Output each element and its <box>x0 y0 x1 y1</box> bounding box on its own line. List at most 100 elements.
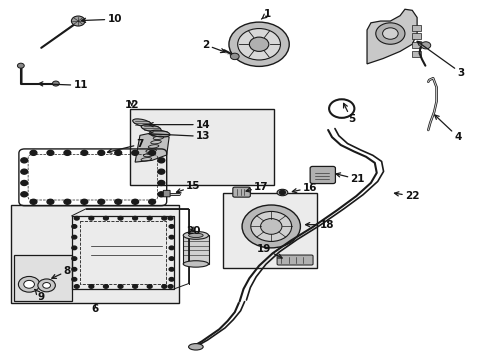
FancyBboxPatch shape <box>309 166 335 184</box>
Bar <box>222 193 317 267</box>
Bar <box>130 109 273 185</box>
Circle shape <box>19 276 40 292</box>
Circle shape <box>30 150 37 156</box>
Circle shape <box>249 37 268 51</box>
Circle shape <box>98 199 104 204</box>
Bar <box>14 255 72 301</box>
Circle shape <box>115 199 122 204</box>
Circle shape <box>64 150 71 156</box>
Circle shape <box>260 219 282 234</box>
Circle shape <box>18 63 24 68</box>
Circle shape <box>118 285 122 288</box>
Circle shape <box>420 42 430 49</box>
Ellipse shape <box>188 233 203 238</box>
Circle shape <box>162 216 166 220</box>
Circle shape <box>72 235 77 239</box>
Circle shape <box>168 216 173 220</box>
FancyBboxPatch shape <box>163 190 170 197</box>
Circle shape <box>169 257 174 260</box>
Text: 14: 14 <box>149 120 210 130</box>
Circle shape <box>24 280 34 288</box>
Bar <box>11 205 179 303</box>
Circle shape <box>74 216 79 220</box>
Ellipse shape <box>183 261 208 267</box>
Circle shape <box>131 199 138 204</box>
Text: 13: 13 <box>149 131 210 141</box>
Circle shape <box>21 169 28 174</box>
Circle shape <box>118 216 122 220</box>
Bar <box>411 25 420 31</box>
Circle shape <box>158 180 164 185</box>
Circle shape <box>72 278 77 281</box>
Circle shape <box>115 150 122 156</box>
Circle shape <box>147 285 152 288</box>
Text: 6: 6 <box>91 303 98 314</box>
Circle shape <box>21 192 28 197</box>
Text: 4: 4 <box>434 115 461 142</box>
Circle shape <box>132 216 137 220</box>
Text: 17: 17 <box>245 182 268 192</box>
Circle shape <box>230 53 239 60</box>
Circle shape <box>98 150 104 156</box>
Ellipse shape <box>188 343 203 350</box>
Circle shape <box>158 169 164 174</box>
Circle shape <box>169 225 174 228</box>
FancyBboxPatch shape <box>232 187 250 197</box>
Circle shape <box>228 22 288 66</box>
Circle shape <box>169 235 174 239</box>
Circle shape <box>47 150 54 156</box>
Circle shape <box>103 285 108 288</box>
Bar <box>411 42 420 48</box>
Text: 22: 22 <box>394 191 419 201</box>
Circle shape <box>81 150 87 156</box>
Text: 19: 19 <box>256 244 282 258</box>
Text: 12: 12 <box>124 100 139 110</box>
Circle shape <box>242 205 300 248</box>
Circle shape <box>74 285 79 288</box>
Ellipse shape <box>183 231 208 239</box>
Text: 18: 18 <box>305 220 334 230</box>
Circle shape <box>71 16 85 26</box>
Text: 21: 21 <box>335 173 364 184</box>
Text: 16: 16 <box>292 183 317 193</box>
Circle shape <box>147 216 152 220</box>
Circle shape <box>169 246 174 249</box>
Ellipse shape <box>149 130 170 137</box>
Circle shape <box>21 180 28 185</box>
FancyBboxPatch shape <box>277 255 312 265</box>
Text: 7: 7 <box>107 139 143 153</box>
Circle shape <box>382 28 397 39</box>
Text: 2: 2 <box>202 40 224 53</box>
Circle shape <box>72 267 77 271</box>
Text: 11: 11 <box>39 80 88 90</box>
Ellipse shape <box>141 125 161 132</box>
Bar <box>411 33 420 39</box>
Circle shape <box>237 28 280 60</box>
Bar <box>183 235 208 264</box>
Circle shape <box>131 150 138 156</box>
Circle shape <box>103 216 108 220</box>
Polygon shape <box>135 132 169 162</box>
Circle shape <box>158 158 164 163</box>
Text: 1: 1 <box>261 9 271 19</box>
Circle shape <box>148 150 155 156</box>
Circle shape <box>72 246 77 249</box>
Bar <box>411 51 420 57</box>
Ellipse shape <box>277 189 287 196</box>
Text: 3: 3 <box>416 41 464 78</box>
Polygon shape <box>366 9 416 64</box>
Circle shape <box>132 285 137 288</box>
Text: 20: 20 <box>186 226 200 236</box>
Circle shape <box>168 285 173 288</box>
Circle shape <box>169 267 174 271</box>
Text: 8: 8 <box>52 266 71 278</box>
Text: 10: 10 <box>81 14 122 24</box>
Circle shape <box>38 279 55 292</box>
Circle shape <box>52 81 59 86</box>
Circle shape <box>30 199 37 204</box>
Text: 5: 5 <box>343 103 354 124</box>
Circle shape <box>148 199 155 204</box>
Circle shape <box>89 285 94 288</box>
Circle shape <box>162 285 166 288</box>
Circle shape <box>169 278 174 281</box>
